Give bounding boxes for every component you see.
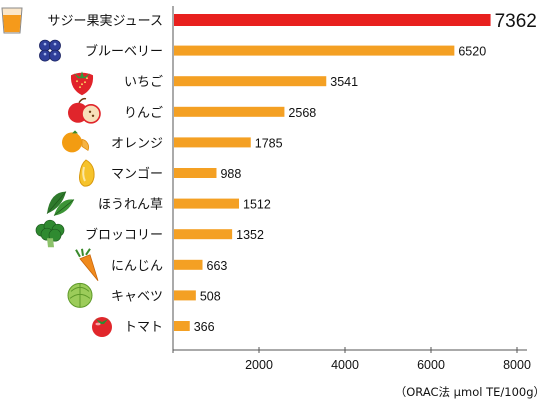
category-label: いちご [124, 74, 163, 90]
value-label: 1352 [236, 228, 264, 242]
category-label: ブロッコリー [85, 227, 163, 243]
value-labels: 7362 6520 3541 2568 1785 988 1512 1352 663 508 366 [194, 11, 537, 334]
bar [174, 168, 217, 178]
category-label: オレンジ [111, 136, 163, 151]
bar [174, 14, 491, 26]
x-tick-label: 8000 [503, 358, 531, 372]
bar [174, 45, 455, 56]
bar [174, 259, 203, 270]
category-label: にんじん [111, 259, 163, 274]
value-label: 508 [200, 289, 221, 303]
value-label: 7362 [495, 11, 537, 32]
carrot-icon [75, 248, 99, 282]
category-label: トマト [124, 320, 163, 335]
x-tick-label: 4000 [331, 358, 359, 372]
category-label: ブルーベリー [85, 44, 163, 60]
value-label: 366 [194, 320, 215, 334]
bar [174, 76, 327, 87]
orange-fruit-icon [62, 130, 89, 153]
bar [174, 137, 251, 148]
category-label: サジー果実ジュース [48, 13, 163, 29]
bar [174, 290, 196, 301]
bar [174, 198, 240, 209]
x-axis: 2000 4000 6000 8000 [172, 6, 531, 372]
bar [174, 106, 285, 117]
value-label: 1785 [255, 136, 283, 150]
value-label: 663 [207, 259, 228, 273]
x-axis-unit-label: （ORAC法 μmol TE/100g） [395, 385, 545, 399]
blueberry-icon [39, 39, 61, 62]
category-label: マンゴー [111, 166, 163, 182]
apple-icon [68, 97, 101, 124]
x-tick-label: 2000 [245, 358, 273, 372]
category-label: キャベツ [111, 289, 163, 304]
value-label: 6520 [458, 45, 486, 59]
category-labels: サジー果実ジュースブルーベリーいちごりんごオレンジマンゴーほうれん草ブロッコリー… [48, 13, 163, 335]
broccoli-icon [35, 219, 65, 248]
bar [174, 321, 190, 331]
mango-icon [79, 159, 95, 187]
x-tick-label: 6000 [417, 358, 445, 372]
value-label: 988 [220, 167, 241, 181]
bar [174, 229, 233, 240]
strawberry-icon [70, 71, 94, 96]
bars [174, 14, 491, 331]
cabbage-icon [67, 282, 93, 308]
orange-juice-glass-icon [1, 7, 23, 34]
food-icons [1, 7, 112, 337]
value-label: 2568 [288, 106, 316, 120]
tomato-icon [92, 317, 112, 337]
category-label: ほうれん草 [98, 198, 163, 213]
value-label: 3541 [330, 75, 358, 89]
value-label: 1512 [243, 198, 271, 212]
category-label: りんご [124, 105, 163, 121]
spinach-icon [46, 191, 75, 216]
